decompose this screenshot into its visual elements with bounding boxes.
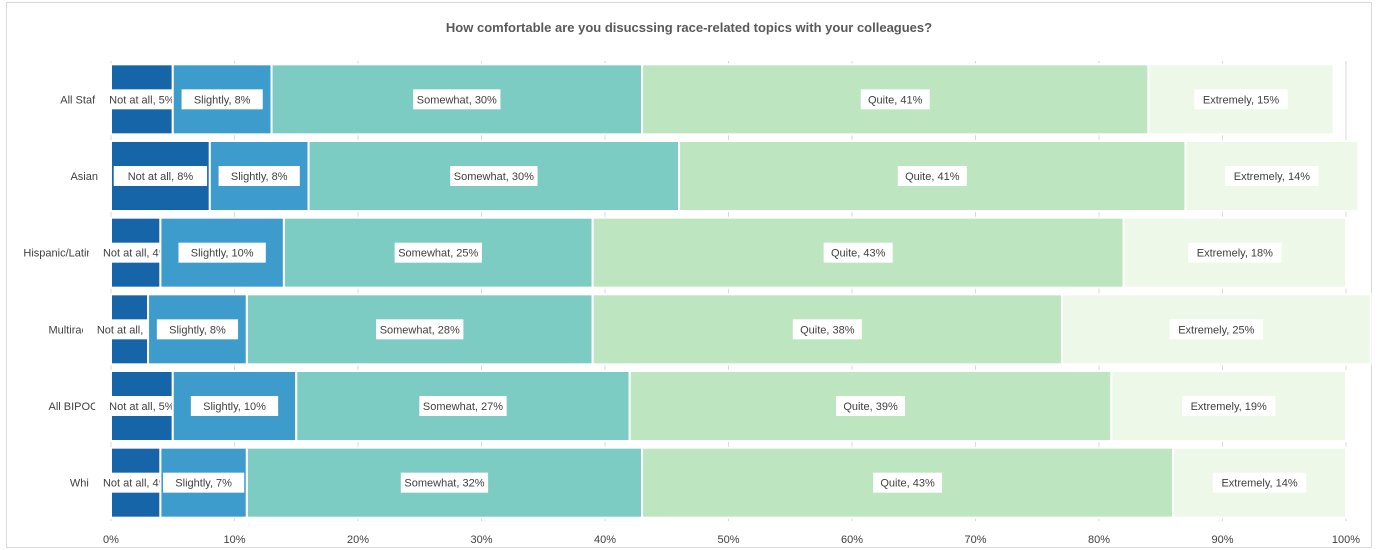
data-label: Quite, 43% bbox=[880, 478, 935, 490]
data-label-box bbox=[394, 242, 482, 263]
data-label-box bbox=[190, 396, 279, 416]
data-label: Not at all, 5% bbox=[109, 401, 175, 413]
data-label-box bbox=[1169, 319, 1264, 340]
data-label-box bbox=[823, 242, 893, 263]
data-label: Quite, 39% bbox=[843, 401, 898, 413]
data-label-box bbox=[113, 166, 208, 186]
category-label: All Staff bbox=[60, 94, 99, 106]
data-label-box bbox=[95, 396, 189, 416]
category-label: All BIPOC bbox=[48, 401, 98, 413]
data-label: Not at all, 4% bbox=[103, 248, 169, 260]
data-label-box bbox=[218, 166, 300, 186]
data-label: Quite, 41% bbox=[905, 171, 960, 183]
data-label: Slightly, 10% bbox=[191, 248, 254, 260]
data-label: Somewhat, 32% bbox=[404, 478, 484, 490]
chart-title: How comfortable are you disucssing race-… bbox=[445, 20, 933, 35]
data-label: Quite, 38% bbox=[800, 324, 855, 336]
data-label: Slightly, 8% bbox=[231, 171, 288, 183]
data-label: Extremely, 25% bbox=[1178, 324, 1254, 336]
x-tick-label: 40% bbox=[594, 534, 616, 546]
data-label-box bbox=[897, 166, 967, 186]
x-tick-label: 0% bbox=[103, 534, 119, 546]
data-label-box bbox=[156, 319, 239, 340]
x-tick-label: 70% bbox=[964, 534, 986, 546]
data-label: Extremely, 19% bbox=[1191, 401, 1267, 413]
data-label: Slightly, 8% bbox=[169, 324, 226, 336]
data-label: Slightly, 8% bbox=[194, 94, 251, 106]
data-label: Somewhat, 30% bbox=[417, 94, 497, 106]
data-label: Not at all, 4% bbox=[103, 478, 169, 490]
data-label-box bbox=[792, 319, 862, 340]
x-tick-label: 100% bbox=[1332, 534, 1360, 546]
data-label-box bbox=[419, 396, 507, 416]
data-label-box bbox=[400, 472, 489, 493]
data-label: Not at all, 5% bbox=[109, 94, 175, 106]
data-label-box bbox=[1188, 242, 1282, 263]
data-label-box bbox=[178, 242, 266, 263]
data-label-box bbox=[181, 89, 263, 110]
x-tick-label: 80% bbox=[1088, 534, 1110, 546]
data-label-box bbox=[95, 89, 189, 110]
data-label: Extremely, 14% bbox=[1234, 171, 1310, 183]
data-label: Somewhat, 27% bbox=[423, 401, 503, 413]
data-label-box bbox=[860, 89, 930, 110]
data-label-box bbox=[89, 472, 183, 493]
data-label: Quite, 43% bbox=[831, 248, 886, 260]
data-label: Extremely, 15% bbox=[1203, 94, 1279, 106]
data-label: Somewhat, 25% bbox=[398, 248, 478, 260]
data-label: Quite, 41% bbox=[868, 94, 923, 106]
data-label: Not at all, 8% bbox=[128, 171, 194, 183]
x-tick-label: 10% bbox=[223, 534, 245, 546]
bar-segment bbox=[295, 370, 631, 442]
data-label: Extremely, 14% bbox=[1221, 478, 1297, 490]
x-tick-label: 60% bbox=[841, 534, 863, 546]
data-label-box bbox=[450, 166, 538, 186]
data-label-box bbox=[836, 396, 906, 416]
data-label-box bbox=[89, 242, 183, 263]
data-label-box bbox=[1194, 89, 1288, 110]
data-label-box bbox=[413, 89, 501, 110]
data-label-box bbox=[376, 319, 464, 340]
data-label: Slightly, 7% bbox=[175, 478, 232, 490]
data-label-box bbox=[1225, 166, 1319, 186]
data-label: Not at all, 3% bbox=[97, 324, 163, 336]
data-label: Somewhat, 28% bbox=[380, 324, 460, 336]
category-label: Hispanic/Latinx bbox=[23, 248, 98, 260]
x-tick-label: 20% bbox=[347, 534, 369, 546]
x-tick-label: 50% bbox=[717, 534, 739, 546]
data-label: Somewhat, 30% bbox=[454, 171, 534, 183]
x-tick-label: 30% bbox=[470, 534, 492, 546]
data-label: Extremely, 18% bbox=[1197, 248, 1273, 260]
data-label-box bbox=[873, 472, 943, 493]
data-label-box bbox=[1212, 472, 1307, 493]
x-tick-label: 90% bbox=[1211, 534, 1233, 546]
data-label: Slightly, 10% bbox=[203, 401, 266, 413]
category-label: Asian bbox=[70, 171, 98, 183]
data-label-box bbox=[163, 472, 245, 493]
data-label-box bbox=[1181, 396, 1276, 416]
